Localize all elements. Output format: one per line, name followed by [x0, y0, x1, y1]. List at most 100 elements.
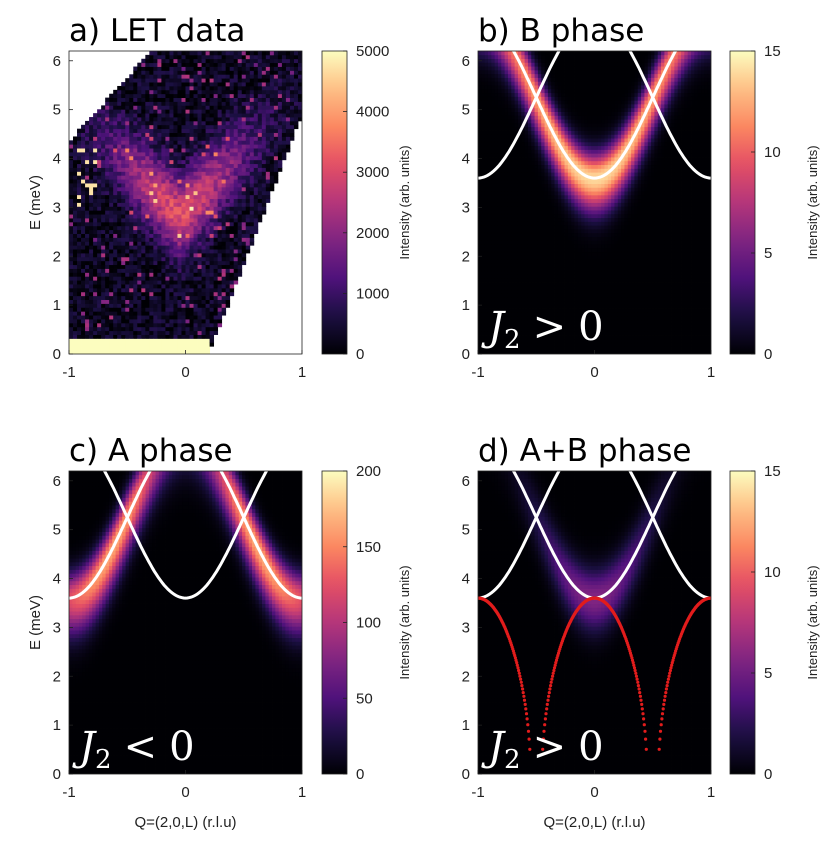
- red-dispersion-point: [661, 707, 665, 711]
- red-dispersion-point: [658, 729, 663, 733]
- y-tick-label: 5: [462, 522, 470, 539]
- y-tick-label: 3: [53, 199, 61, 216]
- red-dispersion: [478, 596, 711, 751]
- red-dispersion-point: [520, 684, 524, 688]
- y-tick-label: 0: [462, 346, 470, 363]
- y-tick-label: 6: [462, 473, 470, 490]
- red-dispersion-point: [526, 723, 530, 727]
- heatmap-b: [478, 51, 711, 354]
- y-tick-label: 3: [462, 199, 470, 216]
- x-tick-label: 1: [298, 784, 306, 801]
- red-dispersion-point: [668, 668, 673, 673]
- red-dispersion-point: [658, 737, 662, 741]
- red-dispersion-point: [551, 674, 555, 678]
- red-dispersion-point: [551, 671, 555, 675]
- red-dispersion-point: [662, 698, 667, 702]
- colorbar-tick-label: 100: [356, 615, 381, 632]
- y-tick-label: 0: [53, 346, 61, 363]
- red-dispersion-point: [670, 661, 674, 665]
- y-tick-label: 1: [462, 297, 470, 314]
- red-dispersion-point: [665, 684, 669, 688]
- red-dispersion-point: [549, 684, 553, 688]
- y-tick-label: 3: [462, 619, 470, 636]
- colorbar-label: Intensity (arb. units): [397, 145, 412, 259]
- red-dispersion-point: [526, 729, 531, 733]
- y-tick-label: 0: [53, 766, 61, 783]
- red-dispersion-point: [642, 717, 646, 721]
- red-dispersion-point: [525, 717, 529, 721]
- red-dispersion-point: [659, 723, 663, 727]
- colorbar-tick-label: 5000: [356, 43, 389, 60]
- red-dispersion-point: [515, 661, 519, 665]
- colorbar-label: Intensity (arb. units): [805, 565, 820, 679]
- exchange-annotation: J2 >0: [481, 304, 604, 355]
- red-dispersion-point: [517, 668, 521, 673]
- red-dispersion-point: [522, 694, 526, 698]
- y-tick-label: 4: [53, 151, 61, 168]
- x-axis-label: Q=(2,0,L) (r.l.u): [543, 814, 645, 831]
- colorbar-gradient: [321, 470, 348, 775]
- colorbar-gradient: [729, 470, 756, 775]
- y-tick-label: 4: [53, 571, 61, 588]
- red-dispersion-point: [542, 729, 546, 733]
- red-dispersion-point: [553, 663, 557, 667]
- panel-title: d) A+B phase: [478, 433, 691, 469]
- red-dispersion-point: [668, 671, 672, 675]
- red-dispersion-point: [514, 658, 518, 662]
- x-tick-label: 0: [181, 364, 189, 381]
- y-tick-label: 2: [53, 248, 61, 265]
- colorbar-label: Intensity (arb. units): [397, 565, 412, 679]
- colorbar-tick-label: 150: [356, 539, 381, 556]
- colorbar-b: 0 5 10 15 Intensity (arb. units): [729, 43, 820, 363]
- panel-title: a) LET data: [69, 13, 245, 49]
- colorbar-a: 0 1000 2000 3000 4000 5000 Intensity (arb. uni…: [321, 43, 412, 363]
- red-dispersion-point: [666, 677, 671, 681]
- red-dispersion-point: [633, 668, 637, 673]
- colorbar-gradient: [729, 50, 756, 355]
- red-dispersion-point: [660, 712, 665, 716]
- red-dispersion-point: [522, 698, 527, 702]
- dispersion-curve-2: [478, 471, 711, 600]
- x-tick-label: -1: [62, 784, 75, 801]
- colorbar-tick-label: 15: [764, 43, 781, 60]
- y-tick-label: 6: [53, 53, 61, 70]
- x-tick-label: 0: [590, 784, 598, 801]
- y-tick-label: 1: [462, 717, 470, 734]
- red-dispersion-point: [640, 707, 644, 711]
- x-tick-label: -1: [471, 784, 484, 801]
- heatmap-d: [478, 471, 711, 774]
- red-dispersion-point: [643, 729, 647, 733]
- red-dispersion-point: [644, 737, 648, 741]
- red-dispersion-point: [634, 674, 639, 678]
- red-dispersion-point: [636, 684, 641, 688]
- red-dispersion-point: [521, 687, 525, 691]
- red-dispersion-point: [523, 702, 527, 707]
- red-dispersion-point: [664, 691, 668, 695]
- red-dispersion-point: [519, 680, 523, 684]
- y-tick-label: 1: [53, 297, 61, 314]
- red-dispersion-point: [544, 712, 548, 716]
- red-dispersion-point: [635, 677, 639, 681]
- x-axis-label: Q=(2,0,L) (r.l.u): [134, 814, 236, 831]
- red-dispersion-point: [669, 666, 673, 670]
- red-dispersion-point: [552, 666, 557, 670]
- red-dispersion-point: [513, 656, 518, 660]
- dispersion-curve-2: [69, 471, 302, 600]
- x-tick-label: -1: [471, 364, 484, 381]
- red-dispersion-point: [641, 712, 645, 716]
- red-dispersion-point: [632, 666, 637, 670]
- red-dispersion-point: [670, 663, 674, 667]
- red-dispersion-point: [631, 661, 635, 665]
- y-tick-label: 5: [462, 102, 470, 119]
- red-dispersion-point: [664, 687, 669, 691]
- colorbar-tick-label: 5: [764, 665, 772, 682]
- red-dispersion-point: [549, 680, 553, 684]
- panel-title: b) B phase: [478, 13, 644, 49]
- red-dispersion-point: [638, 691, 642, 695]
- red-dispersion-point: [662, 702, 666, 707]
- colorbar-gradient: [321, 50, 348, 355]
- red-dispersion-point: [634, 671, 638, 675]
